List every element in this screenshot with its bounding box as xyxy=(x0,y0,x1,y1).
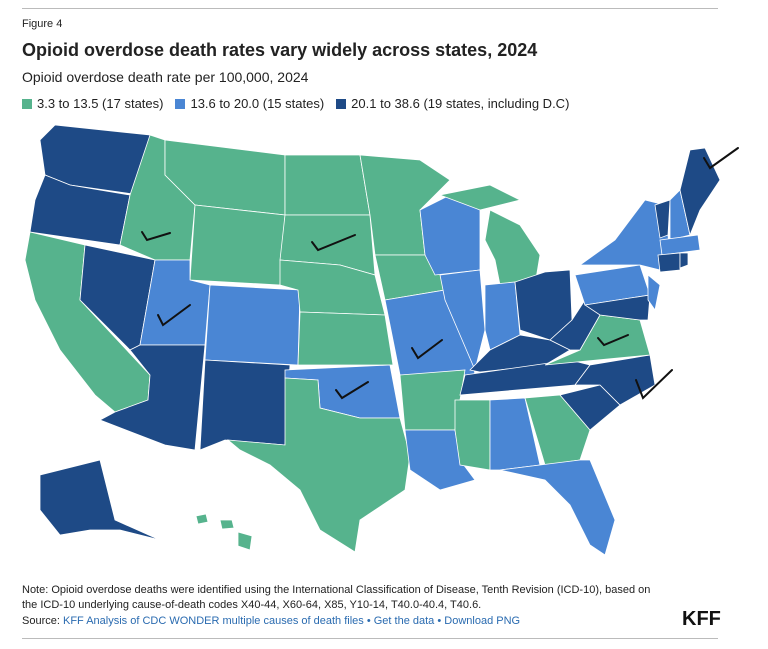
state xyxy=(524,394,591,466)
state xyxy=(679,147,721,237)
state xyxy=(654,199,671,239)
map xyxy=(24,124,739,556)
checkmark xyxy=(141,231,171,242)
legend: 3.3 to 13.5 (17 states) 13.6 to 20.0 (15 … xyxy=(22,96,569,111)
state xyxy=(284,154,371,216)
state xyxy=(454,399,491,471)
subtitle: Opioid overdose death rate per 100,000, … xyxy=(22,69,309,85)
legend-item: 13.6 to 20.0 (15 states) xyxy=(175,96,324,111)
state xyxy=(195,513,209,525)
source-link[interactable]: Download PNG xyxy=(444,615,521,627)
state xyxy=(297,311,394,366)
separator: • xyxy=(437,615,442,627)
state xyxy=(659,234,701,256)
note: Note: Opioid overdose deaths were identi… xyxy=(22,584,651,611)
source-prefix: Source: xyxy=(22,615,60,627)
checkmark xyxy=(597,334,629,347)
state xyxy=(199,359,291,451)
legend-item: 3.3 to 13.5 (17 states) xyxy=(22,96,163,111)
state xyxy=(237,531,253,551)
state xyxy=(583,294,651,321)
state xyxy=(189,204,286,286)
hand-checkmarks xyxy=(141,147,739,400)
state xyxy=(647,274,661,311)
source-link[interactable]: Get the data xyxy=(373,615,435,627)
state xyxy=(99,344,206,451)
state xyxy=(499,459,616,556)
checkmark xyxy=(335,381,369,400)
state xyxy=(657,252,681,273)
state xyxy=(574,354,656,406)
state xyxy=(484,209,541,286)
legend-swatch xyxy=(175,98,186,109)
source: Source: KFF Analysis of CDC WONDER multi… xyxy=(22,615,520,627)
top-rule xyxy=(22,8,718,9)
legend-label: 20.1 to 38.6 (19 states, including D.C) xyxy=(351,96,570,111)
checkmark xyxy=(703,147,739,170)
checkmark xyxy=(157,304,191,327)
title: Opioid overdose death rates vary widely … xyxy=(22,40,538,60)
state xyxy=(204,284,301,366)
legend-item: 20.1 to 38.6 (19 states, including D.C) xyxy=(336,96,569,111)
checkmark xyxy=(635,369,673,400)
state xyxy=(226,377,411,553)
state xyxy=(679,252,689,269)
state xyxy=(39,459,161,541)
state xyxy=(439,269,486,372)
checkmark xyxy=(411,339,443,360)
state xyxy=(438,184,522,211)
legend-swatch xyxy=(22,98,32,109)
legend-label: 3.3 to 13.5 (17 states) xyxy=(37,96,164,111)
checkmark xyxy=(311,234,356,252)
states xyxy=(24,124,721,556)
source-link[interactable]: KFF Analysis of CDC WONDER multiple caus… xyxy=(62,615,364,627)
state xyxy=(219,519,235,530)
logo: KFF xyxy=(682,608,721,630)
legend-swatch xyxy=(336,98,347,109)
figure-label: Figure 4 xyxy=(22,18,63,30)
separator: • xyxy=(366,615,371,627)
legend-label: 13.6 to 20.0 (15 states) xyxy=(190,96,325,111)
bottom-rule xyxy=(22,638,718,639)
